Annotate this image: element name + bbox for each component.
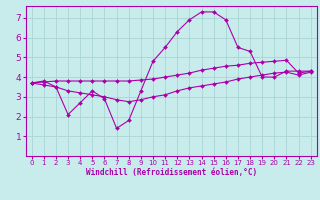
X-axis label: Windchill (Refroidissement éolien,°C): Windchill (Refroidissement éolien,°C) [86, 168, 257, 177]
